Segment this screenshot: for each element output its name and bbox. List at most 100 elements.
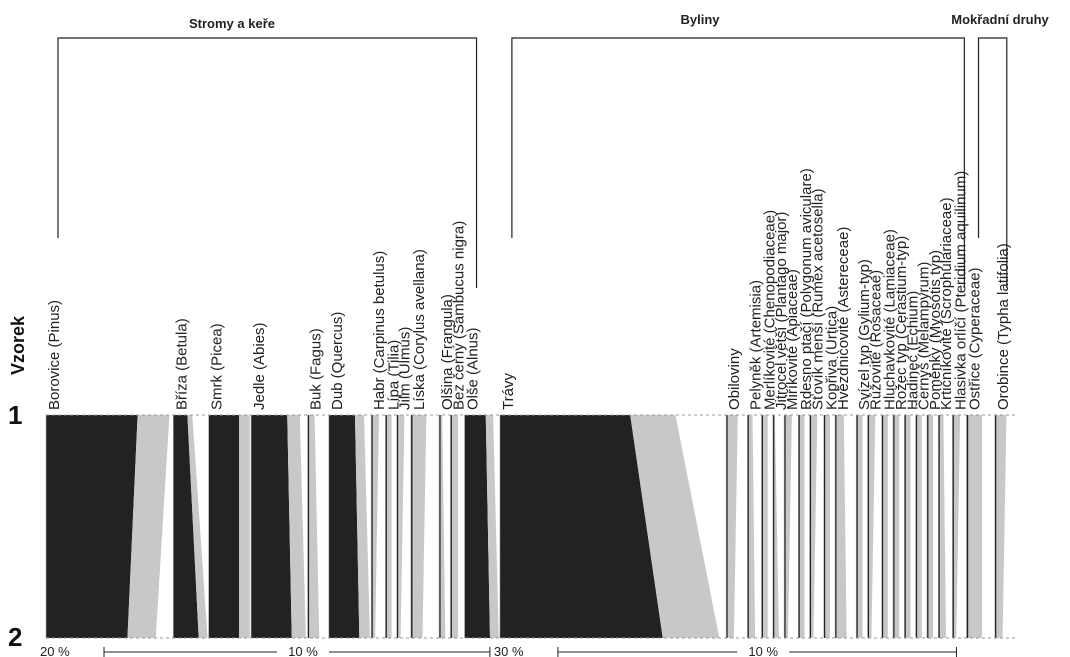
percentage-scales: 20 % 10 % 30 % 10 % (40, 644, 958, 657)
band-orobince-typha-latifolia (994, 415, 1016, 638)
taxon-label-kopriva-urtica: Kopřiva (Urtica) (824, 306, 841, 410)
band-edge-ruzovite-rosaceae (867, 415, 870, 638)
pollen-bands (46, 415, 1016, 638)
band-mid-habr-carpinus-betulus (371, 415, 379, 638)
taxon-label-ruzovite-rosaceae: Růžovité (Rosaceae) (868, 270, 885, 410)
band-hvezdnicovite-astereceae (835, 415, 857, 638)
band-edge-hlasivka-orlici-pteridium-aquilinum (952, 415, 954, 638)
band-rozec-typ-cerastium-typ (892, 415, 905, 638)
taxon-label-olsina-frangula: Olšina (Frangula) (439, 294, 456, 410)
taxon-label-hluchavkovite-lamiaceae: Hluchavkovité (Lamiaceae) (882, 229, 899, 410)
band-edge-merlikovite-chenopodiaceae (761, 415, 763, 638)
band-mid-orobince-typha-latifolia (994, 415, 1007, 638)
scale-min-label-0: 20 % (40, 644, 70, 657)
group-title-wetland: Mokřadní druhy (951, 12, 1049, 27)
group-title-trees: Stromy a keře (189, 16, 275, 31)
band-buk-fagus (307, 415, 329, 638)
band-dark-jedle-abies (251, 415, 292, 638)
band-liska-corylus-avellana (410, 415, 440, 638)
band-dub-quercus (328, 415, 372, 638)
taxon-label-svizel-typ-gylium-typ: Svízel typ (Gylium-typ) (856, 259, 873, 410)
sample-label-2: 2 (8, 622, 22, 652)
band-mid-obiloviny (726, 415, 738, 638)
band-mid-krticnikovite-scrophulariaceae (938, 415, 947, 638)
band-bg-jitrocel-vetsi-plantago-major (772, 415, 785, 638)
band-mid-hvezdnicovite-astereceae (835, 415, 847, 638)
band-mid-rdesno-ptaci-polygonum-aviculare (798, 415, 805, 638)
band-edge-rozec-typ-cerastium-typ (892, 415, 895, 638)
taxon-label-olse-alnus: Olše (Alnus) (465, 327, 482, 410)
taxon-label-hlasivka-orlici-pteridium-aquilinum: Hlasivka orlíčí (Pteridium aquilinum) (952, 171, 969, 410)
taxon-label-liska-corylus-avellana: Líska (Corylus avellana) (411, 249, 428, 410)
band-mid-jitrocel-vetsi-plantago-major (772, 415, 780, 638)
vertical-guides (45, 414, 1016, 639)
band-mid-ruzovite-rosaceae (867, 415, 876, 638)
taxon-label-jitrocel-vetsi-plantago-major: Jitrocel větší (Plantago major) (773, 212, 790, 410)
band-ostrice-cyperaceae (966, 415, 995, 638)
band-hlasivka-orlici-pteridium-aquilinum (952, 415, 967, 638)
band-mid-lipa-tilia (385, 415, 392, 638)
taxon-label-merlikovite-chenopodiaceae: Merlíkovité (Chenopodiaceae) (761, 210, 778, 410)
scale-max-label-1: 10 % (748, 644, 778, 657)
band-mid-kopriva-urtica (823, 415, 830, 638)
band-mid-pomenky-myosotis-typ (926, 415, 934, 638)
taxon-label-rdesno-ptaci-polygonum-aviculare: Rdesno ptačí (Polygonum aviculare) (798, 168, 815, 410)
band-lipa-tilia (385, 415, 397, 638)
band-mirikovite-apiaceae (784, 415, 799, 638)
band-edge-olsina-frangula (439, 415, 441, 638)
taxon-label-orobince-typha-latifolia: Orobince (Typha latifolia) (995, 243, 1012, 410)
band-mid-cernys-melampyrum (915, 415, 922, 638)
scale-max-label-0: 10 % (288, 644, 318, 657)
band-edge-hluchavkovite-lamiaceae (881, 415, 884, 638)
group-title-herbs: Byliny (680, 12, 720, 27)
group-brackets (57, 37, 1008, 288)
band-jitrocel-vetsi-plantago-major (772, 415, 785, 638)
taxon-label-travy: Trávy (500, 373, 517, 410)
taxon-label-hvezdnicovite-astereceae: Hvězdnicovité (Astereceae) (835, 227, 852, 410)
taxon-label-lipa-tilia: Lípa (Tilia) (385, 340, 402, 410)
taxon-label-bez-cerny-sambucus-nigra: Bez černý (Sambucus nigra) (450, 221, 467, 410)
band-edge-hadinec-echium (904, 415, 906, 638)
band-jilm-ulmus (396, 415, 411, 638)
scale-min-label-1: 30 % (494, 644, 524, 657)
band-mid-borovice-pinus (127, 415, 170, 638)
band-edge-rdesno-ptaci-polygonum-aviculare (798, 415, 800, 638)
taxon-label-cernys-melampyrum: Černýš (Melampyrum) (916, 262, 933, 410)
band-merlikovite-chenopodiaceae (761, 415, 773, 638)
band-borovice-pinus (46, 415, 174, 638)
band-cernys-melampyrum (915, 415, 927, 638)
band-mid-mirikovite-apiaceae (784, 415, 792, 638)
band-pelynek-artemisia (747, 415, 762, 638)
band-edge-ostrice-cyperaceae (966, 415, 969, 638)
band-mid-hlasivka-orlici-pteridium-aquilinum (952, 415, 961, 638)
band-dark-olse-alnus (464, 415, 490, 638)
band-edge-buk-fagus (307, 415, 310, 638)
taxon-label-mirikovite-apiaceae: Miříkovité (Apiaceae) (784, 269, 801, 410)
band-smrk-picea (208, 415, 252, 638)
band-briza-betula (173, 415, 209, 638)
taxon-label-obiloviny: Obiloviny (726, 348, 743, 410)
band-dark-briza-betula (173, 415, 199, 638)
taxon-label-jedle-abies: Jedle (Abies) (251, 322, 268, 410)
band-edge-hvezdnicovite-astereceae (835, 415, 837, 638)
band-habr-carpinus-betulus (371, 415, 386, 638)
taxon-label-hadinec-echium: Hadinec (Echium) (904, 291, 921, 410)
band-olse-alnus (464, 415, 500, 638)
band-edge-cernys-melampyrum (915, 415, 918, 638)
band-mid-hluchavkovite-lamiaceae (881, 415, 888, 638)
band-edge-habr-carpinus-betulus (371, 415, 373, 638)
band-olsina-frangula (439, 415, 451, 638)
band-mid-olse-alnus (485, 415, 499, 638)
taxon-label-buk-fagus: Buk (Fagus) (308, 328, 325, 410)
band-edge-lipa-tilia (385, 415, 387, 638)
band-mid-olsina-frangula (439, 415, 446, 638)
band-jedle-abies (251, 415, 308, 638)
band-svizel-typ-gylium-typ (856, 415, 868, 638)
band-rdesno-ptaci-polygonum-aviculare (798, 415, 810, 638)
taxon-labels: Borovice (Pinus) Bříza (Betula) Smrk (Pice… (46, 168, 1012, 410)
band-mid-buk-fagus (307, 415, 320, 638)
band-bg-olsina-frangula (439, 415, 451, 638)
taxon-label-jilm-ulmus: Jilm (Ulmus) (397, 327, 414, 410)
band-edge-pelynek-artemisia (747, 415, 749, 638)
